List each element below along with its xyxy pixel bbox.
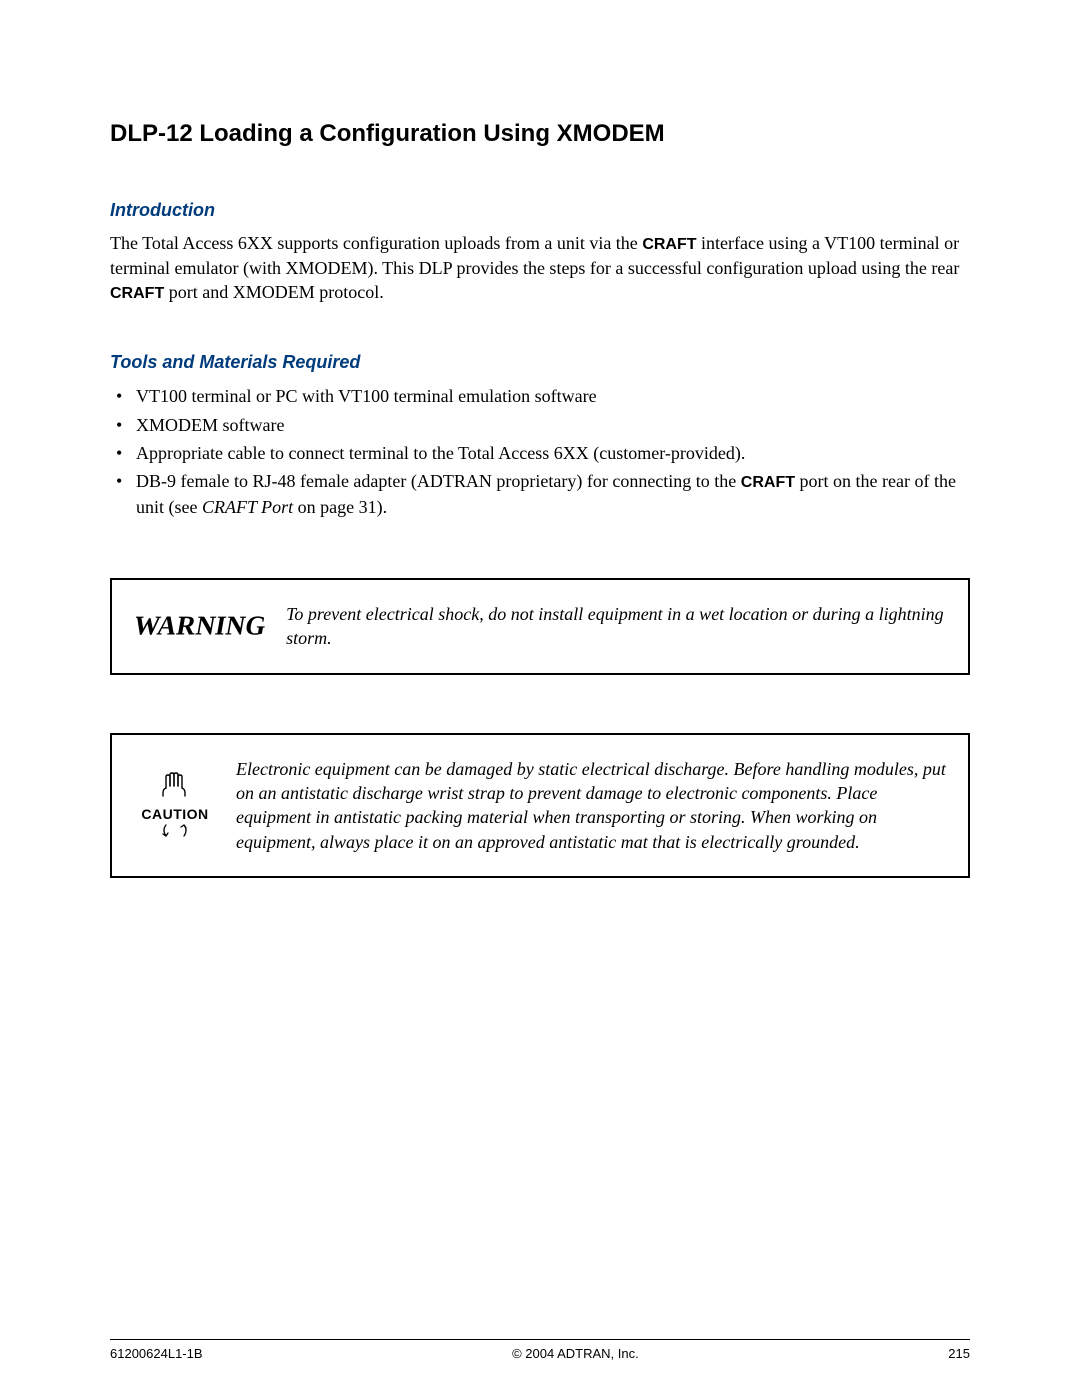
craft-label-1: CRAFT [642,236,696,253]
list-item-text: XMODEM software [136,415,284,435]
list-item: DB-9 female to RJ-48 female adapter (ADT… [110,468,970,520]
list-item-text: Appropriate cable to connect terminal to… [136,443,745,463]
list-item: XMODEM software [110,412,970,438]
intro-paragraph: The Total Access 6XX supports configurat… [110,231,970,304]
page-footer: 61200624L1-1B © 2004 ADTRAN, Inc. 215 [0,1339,1080,1361]
intro-text-post: port and XMODEM protocol. [164,282,383,302]
craft-label-2: CRAFT [110,285,164,302]
tools-heading: Tools and Materials Required [110,352,970,373]
craft-port-ref: CRAFT Port [202,497,293,517]
footer-doc-id: 61200624L1-1B [110,1346,203,1361]
warning-label-wrap: WARNING [134,611,266,641]
list-item: Appropriate cable to connect terminal to… [110,440,970,466]
warning-label: WARNING [131,611,269,643]
page-title: DLP-12 Loading a Configuration Using XMO… [110,120,970,148]
list-item-text-post: on page 31). [293,497,387,517]
footer-copyright: © 2004 ADTRAN, Inc. [512,1346,639,1361]
footer-page-number: 215 [948,1346,970,1361]
tools-list: VT100 terminal or PC with VT100 terminal… [110,383,970,520]
hand-icon [154,770,196,808]
caution-text: Electronic equipment can be damaged by s… [236,757,948,854]
footer-rule [110,1339,970,1340]
caution-label: CAUTION [141,806,208,822]
warning-callout: WARNING To prevent electrical shock, do … [110,578,970,675]
intro-text-pre: The Total Access 6XX supports configurat… [110,233,642,253]
list-item-text-pre: DB-9 female to RJ-48 female adapter (ADT… [136,471,741,491]
caution-callout: CAUTION Electronic equipment can be dama… [110,733,970,878]
caution-label-wrap: CAUTION [134,770,216,840]
intro-heading: Introduction [110,200,970,221]
warning-text: To prevent electrical shock, do not inst… [286,602,948,651]
craft-label-3: CRAFT [741,474,795,491]
list-item-text: VT100 terminal or PC with VT100 terminal… [136,386,597,406]
arrows-icon [154,822,196,840]
list-item: VT100 terminal or PC with VT100 terminal… [110,383,970,409]
